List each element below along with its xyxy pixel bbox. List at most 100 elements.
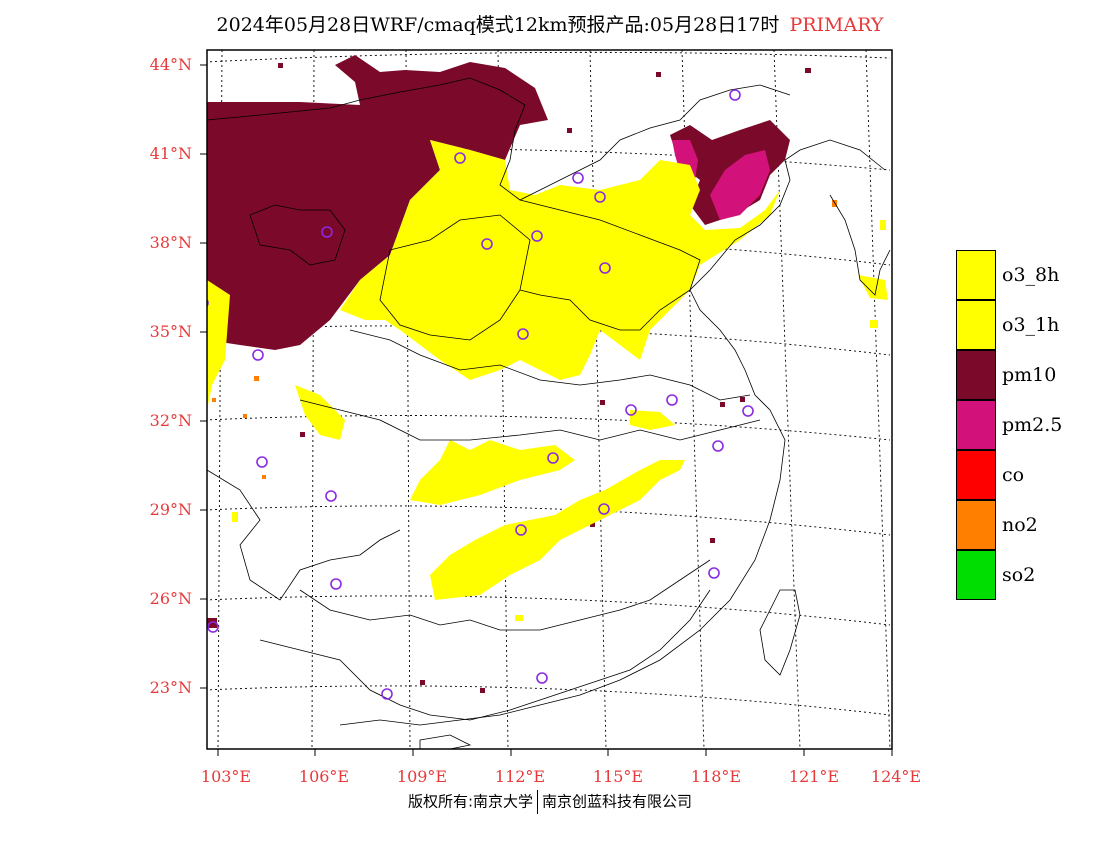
boundary-yangtze — [299, 399, 761, 441]
lon-label: 103°E — [201, 767, 251, 786]
o3-east-coast-patch — [858, 275, 888, 300]
o3-speck-c — [515, 615, 523, 621]
station-marker — [481, 238, 493, 250]
lon-label: 112°E — [495, 767, 545, 786]
legend-swatch-o3-8h — [956, 250, 996, 300]
boundary-guangxi — [259, 589, 711, 721]
lat-label: 32°N — [150, 411, 192, 430]
boundary-shaanxi-shanxi — [379, 214, 531, 341]
pm10-speck-k — [420, 680, 425, 685]
lat-label: 41°N — [150, 144, 192, 163]
boundary-south — [299, 559, 711, 631]
legend-label-pm10: pm10 — [1002, 364, 1057, 386]
pm10-speck-a — [278, 63, 283, 68]
no2-speck-a — [832, 200, 837, 207]
legend-swatch-no2 — [956, 500, 996, 550]
copyright-right: 南京创蓝科技有限公司 — [542, 792, 693, 811]
no2-specks — [212, 200, 837, 479]
legend-label-so2: so2 — [1002, 564, 1036, 586]
map-title: 2024年05月28日WRF/cmaq模式12km预报产品:05月28日17时 P… — [0, 10, 1100, 37]
no2-speck-c — [243, 414, 247, 418]
no2-speck-b — [254, 376, 259, 381]
boundary-ningxia-gansu — [249, 204, 346, 266]
o3-west-edge — [207, 280, 230, 410]
pm10-speck-m — [710, 538, 715, 543]
o3-zones — [207, 140, 888, 621]
pm10-speck-c — [805, 68, 811, 73]
station-marker — [547, 452, 559, 464]
station-marker — [598, 503, 610, 515]
pm10-speck-g — [600, 400, 605, 405]
station-marker — [381, 688, 393, 700]
o3-speck-d — [232, 512, 238, 522]
hainan-outline — [419, 734, 472, 749]
no2-speck-d — [262, 475, 266, 479]
lat-label: 35°N — [150, 322, 192, 341]
station-marker — [625, 404, 637, 416]
station-marker — [594, 191, 606, 203]
station-marker — [515, 524, 527, 536]
station-marker — [599, 262, 611, 274]
lon-axis: 103°E 106°E 109°E 112°E 115°E 118°E 121°… — [201, 749, 921, 786]
o3-speck-a — [880, 220, 886, 230]
pm10-speck-e — [720, 402, 725, 407]
legend-label-pm25: pm2.5 — [1002, 414, 1063, 436]
pm10-zones — [207, 55, 811, 693]
lat-label: 44°N — [150, 55, 192, 74]
lon-label: 124°E — [871, 767, 921, 786]
lat-label: 26°N — [150, 589, 192, 608]
boundary-central — [349, 329, 751, 401]
station-marker — [531, 230, 543, 242]
primary-tag: PRIMARY — [789, 14, 884, 36]
lat-label: 29°N — [150, 500, 192, 519]
legend-label-no2: no2 — [1002, 514, 1038, 536]
station-marker — [742, 405, 754, 417]
pm10-speck-l — [207, 618, 217, 628]
footer-divider — [537, 790, 539, 814]
pm10-speck-b — [656, 72, 661, 77]
legend-swatch-pm10 — [956, 350, 996, 400]
pm10-speck-h — [300, 432, 305, 437]
no2-speck-e — [212, 398, 216, 402]
taiwan-outline — [759, 589, 801, 676]
pm25-liaoning — [710, 150, 770, 220]
legend-label-co: co — [1002, 464, 1025, 486]
boundaries — [207, 77, 891, 749]
lon-label: 106°E — [299, 767, 349, 786]
station-marker — [330, 578, 342, 590]
legend-swatch-co — [956, 450, 996, 500]
o3-central-band — [410, 440, 575, 505]
station-marker — [454, 152, 466, 164]
legend-swatch-pm25 — [956, 400, 996, 450]
meridian-115e — [589, 50, 607, 749]
legend-swatch-so2 — [956, 550, 996, 600]
lon-label: 109°E — [397, 767, 447, 786]
boundary-sichuan-yunnan — [207, 469, 401, 601]
station-marker — [321, 226, 333, 238]
stations — [207, 89, 754, 700]
map-frame — [206, 49, 893, 750]
o3-speck-b — [870, 320, 878, 328]
coastline-korea — [829, 194, 891, 296]
boundary-north-china — [519, 199, 701, 331]
meridian-124e — [865, 50, 891, 749]
o3-sichuan-patch — [295, 385, 345, 440]
o3-south-band — [430, 460, 685, 600]
station-marker — [536, 672, 548, 684]
copyright-left: 版权所有:南京大学 — [407, 792, 534, 811]
station-marker — [325, 490, 337, 502]
station-marker — [517, 328, 529, 340]
station-marker — [666, 394, 678, 406]
boundary-inner-mongolia — [207, 77, 791, 201]
lon-label: 121°E — [789, 767, 839, 786]
station-marker — [207, 621, 219, 633]
station-marker — [256, 456, 268, 468]
legend-label-o3-8h: o3_8h — [1002, 264, 1060, 286]
station-marker — [712, 440, 724, 452]
pm10-north-plume — [207, 55, 548, 350]
lat-label: 23°N — [150, 678, 192, 697]
legend-swatch-o3-1h — [956, 300, 996, 350]
title-text: 2024年05月28日WRF/cmaq模式12km预报产品:05月28日17时 — [216, 14, 780, 36]
o3-north-china-plain — [340, 140, 780, 380]
